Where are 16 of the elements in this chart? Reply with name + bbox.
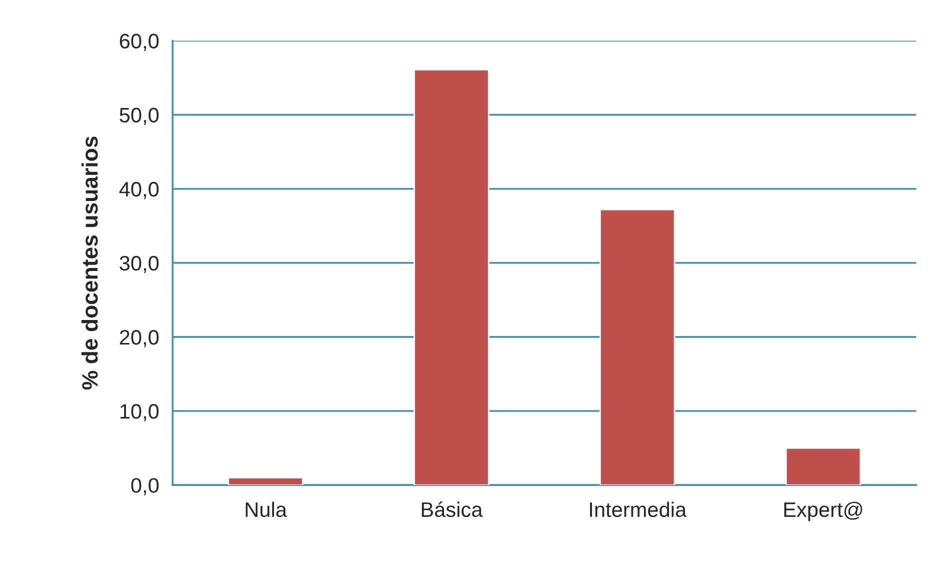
y-tick-label: 30,0 [120, 256, 159, 274]
bar [785, 447, 862, 486]
x-tick-label: Nula [246, 502, 287, 518]
y-tick-label: 60,0 [120, 34, 159, 51]
bar [228, 476, 304, 486]
x-tick-label: Intermedia [590, 502, 687, 518]
x-tick-label: Básica [422, 501, 483, 518]
y-tick-label: 40,0 [119, 182, 159, 200]
y-tick-label: 20,0 [120, 330, 159, 348]
x-tick-label: Expert@ [784, 502, 862, 522]
y-axis-title: % de docentes usuarios [81, 136, 98, 390]
bar [599, 208, 676, 486]
y-tick-label: 50,0 [120, 108, 159, 126]
y-tick-label: 10,0 [120, 404, 159, 422]
bar [414, 68, 490, 486]
y-tick-label: 0,0 [131, 478, 159, 496]
